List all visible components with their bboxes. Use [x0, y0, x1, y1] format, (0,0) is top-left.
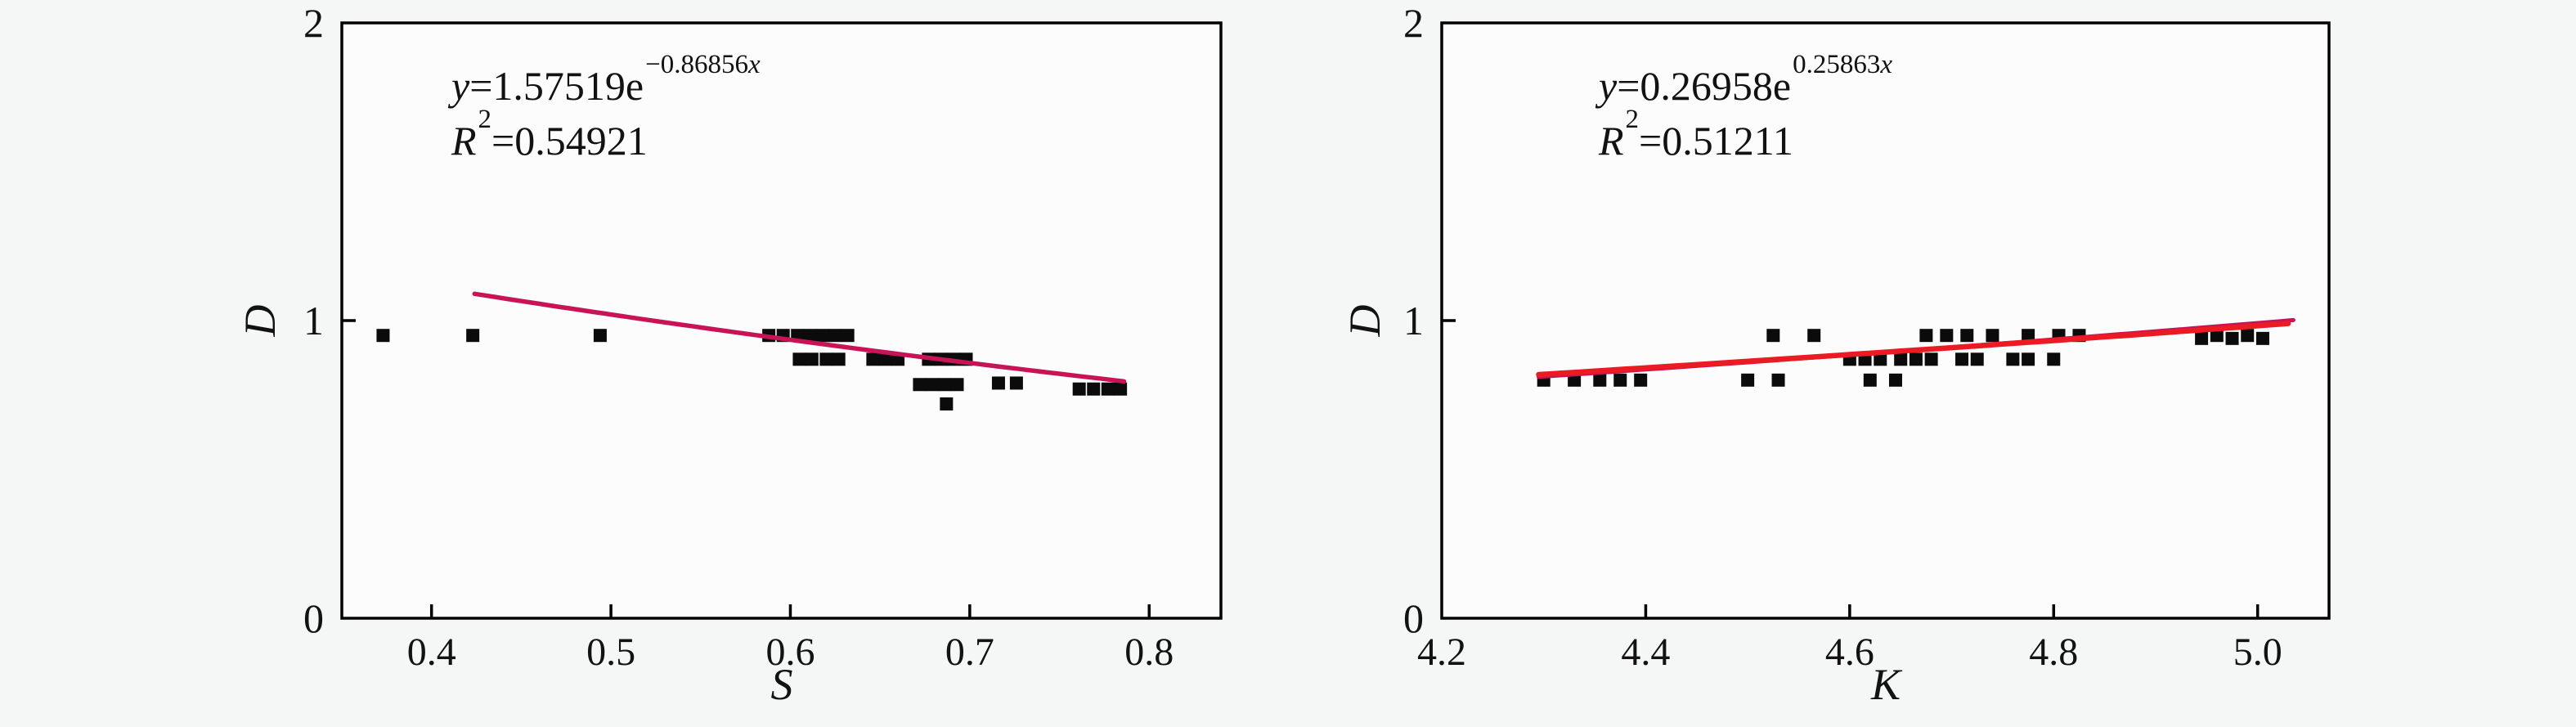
data-point [1087, 382, 1101, 396]
x-tick-label: 4.4 [1621, 631, 1670, 674]
data-point [1863, 373, 1877, 387]
data-point [1593, 373, 1607, 387]
y-tick-label: 2 [1403, 0, 1424, 46]
data-point [2022, 329, 2035, 343]
y-axis-label-d: D [236, 304, 285, 337]
data-point [913, 378, 927, 392]
chart-panel-right: 4.2 4.4 4.6 4.8 5.0 0 1 2 y=0.26958e0.25863x R2… [1288, 0, 2576, 727]
x-tick-label: 0.4 [407, 631, 456, 674]
data-point [376, 329, 390, 343]
chart-panel-left: 0.4 0.5 0.6 0.7 0.8 0 1 2 y=1.57519e−0.86856x R… [236, 0, 1223, 709]
y-tick-label: 2 [303, 0, 324, 46]
x-tick-label: 0.8 [1124, 631, 1174, 674]
x-tick-label: 0.6 [765, 631, 815, 674]
data-point [1072, 382, 1086, 396]
data-point [792, 352, 806, 366]
data-point [593, 329, 607, 343]
r-squared-value: R2=0.51211 [1599, 104, 1793, 164]
x-axis-label-s: S [770, 660, 793, 709]
data-point [1766, 329, 1780, 343]
data-point [1741, 373, 1755, 387]
x-tick-label: 5.0 [2233, 631, 2282, 674]
data-point [1940, 329, 1954, 343]
data-point [841, 329, 855, 343]
fit-line [1536, 321, 2291, 378]
data-point [1101, 382, 1115, 396]
data-point [1888, 373, 1902, 387]
data-point [2255, 331, 2269, 345]
y-tick-label: 1 [1403, 298, 1424, 343]
data-point [2225, 331, 2239, 345]
data-point [1955, 352, 1969, 366]
data-point [803, 329, 817, 343]
data-point [2195, 331, 2209, 345]
x-tick-label: 0.7 [945, 631, 994, 674]
data-point [950, 378, 964, 392]
data-point [815, 329, 829, 343]
x-tick-label: 4.2 [1417, 631, 1466, 674]
plot-frame [1440, 21, 2331, 620]
y-tick-label: 0 [1403, 595, 1424, 641]
data-point [2006, 352, 2020, 366]
fit-annotation-right: y=0.26958e0.25863x R2=0.51211 [1599, 49, 1892, 168]
data-point [805, 352, 819, 366]
data-point [1960, 329, 1974, 343]
r-squared-value: R2=0.54921 [451, 104, 648, 164]
data-point [1874, 352, 1887, 366]
data-point [819, 352, 833, 366]
y-tick-label: 1 [303, 298, 324, 343]
data-point [1807, 329, 1821, 343]
fit-annotation-left: y=1.57519e−0.86856x R2=0.54921 [451, 49, 761, 168]
data-point [2241, 329, 2255, 343]
data-point [1986, 329, 1999, 343]
data-point [1771, 373, 1785, 387]
x-tick-label: 0.5 [586, 631, 635, 674]
data-point [2047, 352, 2061, 366]
scatter-plot-d-vs-s: 0.4 0.5 0.6 0.7 0.8 0 1 2 [303, 0, 1223, 674]
data-point [1568, 373, 1582, 387]
data-point [1970, 352, 1984, 366]
data-point [1909, 352, 1923, 366]
x-tick-label: 4.8 [2029, 631, 2078, 674]
data-point [1894, 352, 1908, 366]
fit-equation: y=1.57519e−0.86856x [451, 49, 761, 109]
fit-equation: y=0.26958e0.25863x [1599, 49, 1892, 109]
data-point [878, 352, 892, 366]
data-point [925, 378, 939, 392]
data-point [1009, 376, 1023, 390]
y-tick-label: 0 [303, 595, 324, 641]
data-point [828, 329, 842, 343]
data-point [832, 352, 846, 366]
data-point [991, 376, 1005, 390]
x-axis-label-k: K [1870, 660, 1901, 709]
data-point [940, 397, 954, 411]
data-point [866, 352, 880, 366]
data-point [2210, 329, 2224, 343]
data-point [466, 329, 480, 343]
data-point [1114, 382, 1128, 396]
x-tick-label: 4.6 [1825, 631, 1874, 674]
fit-line [472, 291, 1127, 384]
data-point [1634, 373, 1648, 387]
data-point [2022, 352, 2035, 366]
data-point [938, 378, 952, 392]
scatter-plot-d-vs-k: 4.2 4.4 4.6 4.8 5.0 0 1 2 [1403, 0, 2331, 674]
plot-frame [340, 21, 1223, 620]
data-point [1924, 352, 1938, 366]
data-point [1919, 329, 1933, 343]
y-axis-label-d: D [1340, 304, 1389, 337]
data-point [1613, 373, 1627, 387]
